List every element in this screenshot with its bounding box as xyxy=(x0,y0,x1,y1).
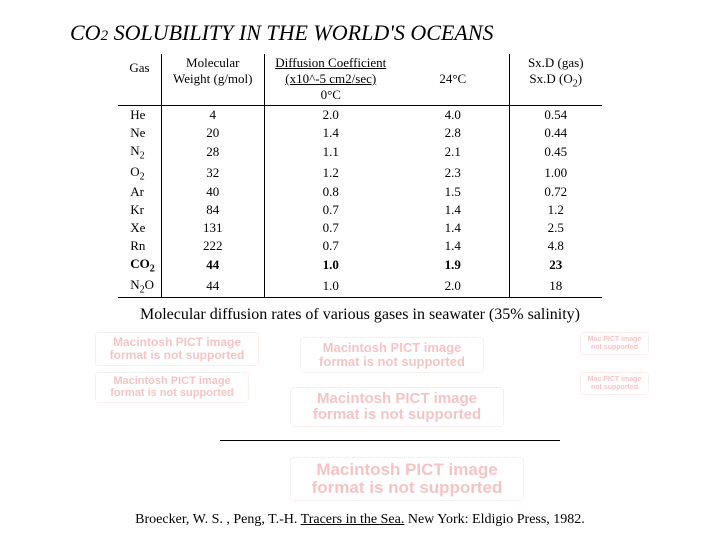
pict-placeholder: Macintosh PICT image format is not suppo… xyxy=(95,372,249,403)
sxd-cell: 23 xyxy=(509,255,602,276)
gas-cell: N2O xyxy=(118,276,161,298)
sxd-cell: 0.45 xyxy=(509,142,602,163)
table-body: He42.04.00.54Ne201.42.80.44N2281.12.10.4… xyxy=(118,106,602,298)
sxd-cell: 1.2 xyxy=(509,201,602,219)
header-sxd-line1: Sx.D (gas) xyxy=(528,55,584,70)
header-gas: Gas xyxy=(118,54,161,106)
sxd-cell: 4.8 xyxy=(509,237,602,255)
dc24-cell: 2.1 xyxy=(397,142,510,163)
mw-cell: 4 xyxy=(161,106,264,125)
gas-cell: Kr xyxy=(118,201,161,219)
page-title: CO2 SOLUBILITY IN THE WORLD'S OCEANS xyxy=(70,20,680,46)
table-row: Ar400.81.50.72 xyxy=(118,183,602,201)
header-sxd-line2a: Sx.D (O xyxy=(529,71,572,86)
dc24-cell: 1.5 xyxy=(397,183,510,201)
gas-cell: O2 xyxy=(118,163,161,184)
sxd-cell: 0.44 xyxy=(509,124,602,142)
mw-cell: 222 xyxy=(161,237,264,255)
gas-cell: Ar xyxy=(118,183,161,201)
citation-rest: New York: Eldigio Press, 1982. xyxy=(404,512,584,527)
dc0-cell: 1.1 xyxy=(264,142,397,163)
table-row: Rn2220.71.44.8 xyxy=(118,237,602,255)
sxd-cell: 2.5 xyxy=(509,219,602,237)
dc0-cell: 1.0 xyxy=(264,255,397,276)
table-row: Kr840.71.41.2 xyxy=(118,201,602,219)
mw-cell: 84 xyxy=(161,201,264,219)
pict-placeholder: Macintosh PICT image format is not suppo… xyxy=(300,337,484,372)
table-row: He42.04.00.54 xyxy=(118,106,602,125)
table-row: Ne201.42.80.44 xyxy=(118,124,602,142)
mw-cell: 131 xyxy=(161,219,264,237)
dc24-cell: 1.4 xyxy=(397,237,510,255)
header-sxd: Sx.D (gas) Sx.D (O2) xyxy=(509,54,602,106)
pict-placeholder: Mac PICT image not supported xyxy=(580,332,649,355)
dc0-cell: 2.0 xyxy=(264,106,397,125)
dc24-cell: 1.4 xyxy=(397,201,510,219)
gas-table: Gas Molecular Weight (g/mol) Diffusion C… xyxy=(118,54,602,298)
dc0-cell: 0.7 xyxy=(264,237,397,255)
title-post: SOLUBILITY IN THE WORLD'S OCEANS xyxy=(108,20,493,45)
header-mw-line1: Molecular xyxy=(186,55,239,70)
title-sub: 2 xyxy=(101,28,109,44)
mw-cell: 40 xyxy=(161,183,264,201)
sxd-cell: 1.00 xyxy=(509,163,602,184)
mw-cell: 32 xyxy=(161,163,264,184)
pict-placeholder: Macintosh PICT image format is not suppo… xyxy=(290,387,504,427)
dc0-cell: 0.7 xyxy=(264,201,397,219)
citation-authors: Broecker, W. S. , Peng, T.-H. xyxy=(135,512,300,527)
title-pre: CO xyxy=(70,20,101,45)
gas-cell: Ne xyxy=(118,124,161,142)
header-dc0: Diffusion Coefficient (x10^-5 cm2/sec) 0… xyxy=(264,54,397,106)
header-sxd-line2b: ) xyxy=(578,71,582,86)
citation-title: Tracers in the Sea. xyxy=(301,512,405,527)
table-row: N2O441.02.018 xyxy=(118,276,602,298)
gas-cell: CO2 xyxy=(118,255,161,276)
mw-cell: 44 xyxy=(161,255,264,276)
table-row: N2281.12.10.45 xyxy=(118,142,602,163)
dc24-cell: 4.0 xyxy=(397,106,510,125)
gas-cell: Rn xyxy=(118,237,161,255)
header-mw-line2: Weight (g/mol) xyxy=(173,71,252,86)
table-header-row: Gas Molecular Weight (g/mol) Diffusion C… xyxy=(118,54,602,106)
header-dc-top: Diffusion Coefficient (x10^-5 cm2/sec) xyxy=(275,55,386,86)
citation: Broecker, W. S. , Peng, T.-H. Tracers in… xyxy=(40,512,680,528)
dc24-cell: 1.4 xyxy=(397,219,510,237)
table-row: O2321.22.31.00 xyxy=(118,163,602,184)
dc24-cell: 2.8 xyxy=(397,124,510,142)
dc0-cell: 0.8 xyxy=(264,183,397,201)
dc0-cell: 1.0 xyxy=(264,276,397,298)
mw-cell: 28 xyxy=(161,142,264,163)
header-dc24: 24°C xyxy=(397,54,510,106)
sxd-cell: 0.54 xyxy=(509,106,602,125)
table-row: Xe1310.71.42.5 xyxy=(118,219,602,237)
dc0-cell: 1.2 xyxy=(264,163,397,184)
placeholder-area: Macintosh PICT image format is not suppo… xyxy=(40,332,680,502)
mw-cell: 44 xyxy=(161,276,264,298)
gas-cell: He xyxy=(118,106,161,125)
pict-placeholder: Macintosh PICT image format is not suppo… xyxy=(95,332,259,365)
dc0-cell: 0.7 xyxy=(264,219,397,237)
dc0-cell: 1.4 xyxy=(264,124,397,142)
header-dc0-label: 0°C xyxy=(321,87,341,102)
sxd-cell: 18 xyxy=(509,276,602,298)
header-mw: Molecular Weight (g/mol) xyxy=(161,54,264,106)
pict-placeholder: Macintosh PICT image format is not suppo… xyxy=(290,457,524,501)
divider-line xyxy=(220,440,560,441)
gas-cell: Xe xyxy=(118,219,161,237)
dc24-cell: 1.9 xyxy=(397,255,510,276)
dc24-cell: 2.3 xyxy=(397,163,510,184)
sxd-cell: 0.72 xyxy=(509,183,602,201)
pict-placeholder: Mac PICT image not supported xyxy=(580,372,649,395)
header-dc24-label: 24°C xyxy=(439,71,466,86)
dc24-cell: 2.0 xyxy=(397,276,510,298)
gas-cell: N2 xyxy=(118,142,161,163)
table-caption: Molecular diffusion rates of various gas… xyxy=(40,306,680,324)
table-row: CO2441.01.923 xyxy=(118,255,602,276)
mw-cell: 20 xyxy=(161,124,264,142)
